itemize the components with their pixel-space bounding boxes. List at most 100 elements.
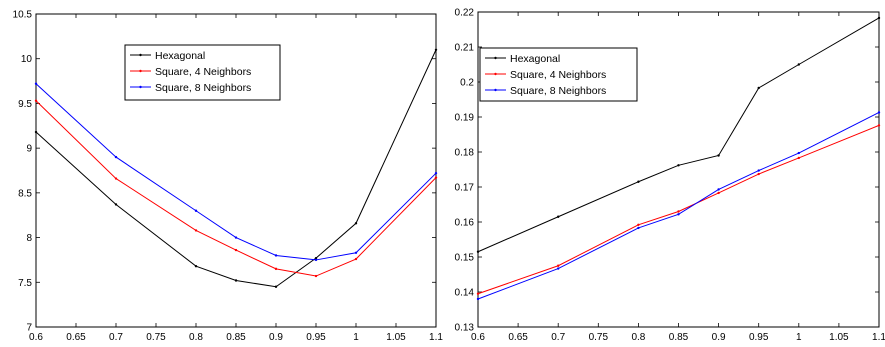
data-point [677,210,680,213]
legend-marker [494,72,497,76]
x-tick-label: 1 [796,332,802,343]
data-point [234,248,238,252]
legend-label: Square, 4 Neighbors [155,66,251,78]
legend-marker [494,88,497,92]
x-tick-label: 0.6 [471,332,485,343]
data-point [274,267,278,271]
data-point [476,250,480,253]
data-point [717,154,720,157]
data-point [314,258,318,262]
data-point [757,169,760,172]
legend-label: Square, 4 Neighbors [510,69,606,81]
series-line-1 [477,17,880,253]
data-point [234,236,238,239]
data-point [34,130,38,134]
x-tick-label: 1 [353,332,359,343]
x-tick-label: 0.8 [189,332,203,343]
y-tick-label: 0.21 [455,43,475,54]
y-tick-label: 0.14 [455,288,475,299]
data-point [434,48,438,51]
y-tick-label: 0.2 [460,78,474,89]
y-tick-label: 8.5 [18,188,32,199]
data-point [557,267,560,270]
legend-label: Hexagonal [155,50,205,62]
x-tick-label: 0.9 [269,332,283,343]
data-point [354,251,358,254]
series-line-2 [35,100,437,277]
legend-marker [494,56,497,60]
data-point [757,172,760,176]
x-tick-label: 0.95 [749,332,769,343]
x-tick-label: 0.65 [66,332,86,343]
data-point [114,155,118,159]
data-point [114,203,118,206]
data-point [757,86,760,90]
y-tick-label: 7.5 [18,278,32,289]
data-point [234,279,238,282]
data-point [434,171,438,175]
data-point [677,164,680,167]
data-point [314,256,318,260]
x-tick-label: 1.05 [386,332,406,343]
x-tick-label: 0.65 [508,332,528,343]
data-point [797,151,800,155]
data-point [797,63,800,66]
x-tick-label: 0.8 [631,332,645,343]
data-point [34,82,38,85]
y-tick-label: 9 [26,144,32,155]
series-line-3 [477,112,880,300]
y-tick-label: 0.16 [455,218,475,229]
data-point [354,222,358,225]
data-point [557,215,560,218]
series-line-1 [35,49,437,288]
x-tick-label: 1.1 [429,332,443,343]
data-point [797,156,800,160]
data-point [717,188,720,191]
series-line-3 [35,83,437,261]
x-tick-label: 0.85 [669,332,689,343]
data-point [274,285,278,288]
data-point [877,16,881,20]
legend-marker [139,53,142,57]
data-point [637,180,640,183]
legend-box-1 [124,44,281,101]
y-tick-label: 0.19 [455,113,475,124]
data-point [194,264,198,268]
y-tick-label: 0.13 [455,323,475,334]
x-tick-label: 0.75 [589,332,609,343]
y-tick-label: 0.17 [455,183,475,194]
legend-label: Square, 8 Neighbors [155,82,251,94]
data-point [194,229,198,232]
legend-box-2 [479,47,638,102]
x-tick-label: 1.05 [829,332,849,343]
x-tick-label: 0.7 [109,332,123,343]
data-point [637,226,640,230]
data-point [717,191,720,195]
y-tick-label: 0.15 [455,253,475,264]
y-tick-label: 8 [26,233,32,244]
data-point [877,124,881,127]
data-point [114,177,118,180]
data-point [476,292,480,295]
legend-label: Square, 8 Neighbors [510,85,606,97]
legend-marker [139,69,142,73]
data-point [557,264,560,267]
data-point [434,176,438,179]
data-point [476,297,480,301]
x-tick-label: 0.7 [551,332,565,343]
y-tick-label: 0.22 [455,8,475,19]
data-point [274,254,278,257]
y-tick-label: 10 [21,54,33,65]
x-tick-label: 0.9 [712,332,726,343]
data-point [677,213,680,216]
x-tick-label: 0.6 [29,332,43,343]
x-tick-label: 1.1 [872,332,885,343]
y-tick-label: 9.5 [18,99,32,110]
legend-marker [139,85,142,89]
y-tick-label: 7 [26,323,32,334]
y-tick-label: 10.5 [13,10,33,21]
data-point [877,111,881,114]
x-tick-label: 0.85 [226,332,246,343]
data-point [34,99,38,102]
